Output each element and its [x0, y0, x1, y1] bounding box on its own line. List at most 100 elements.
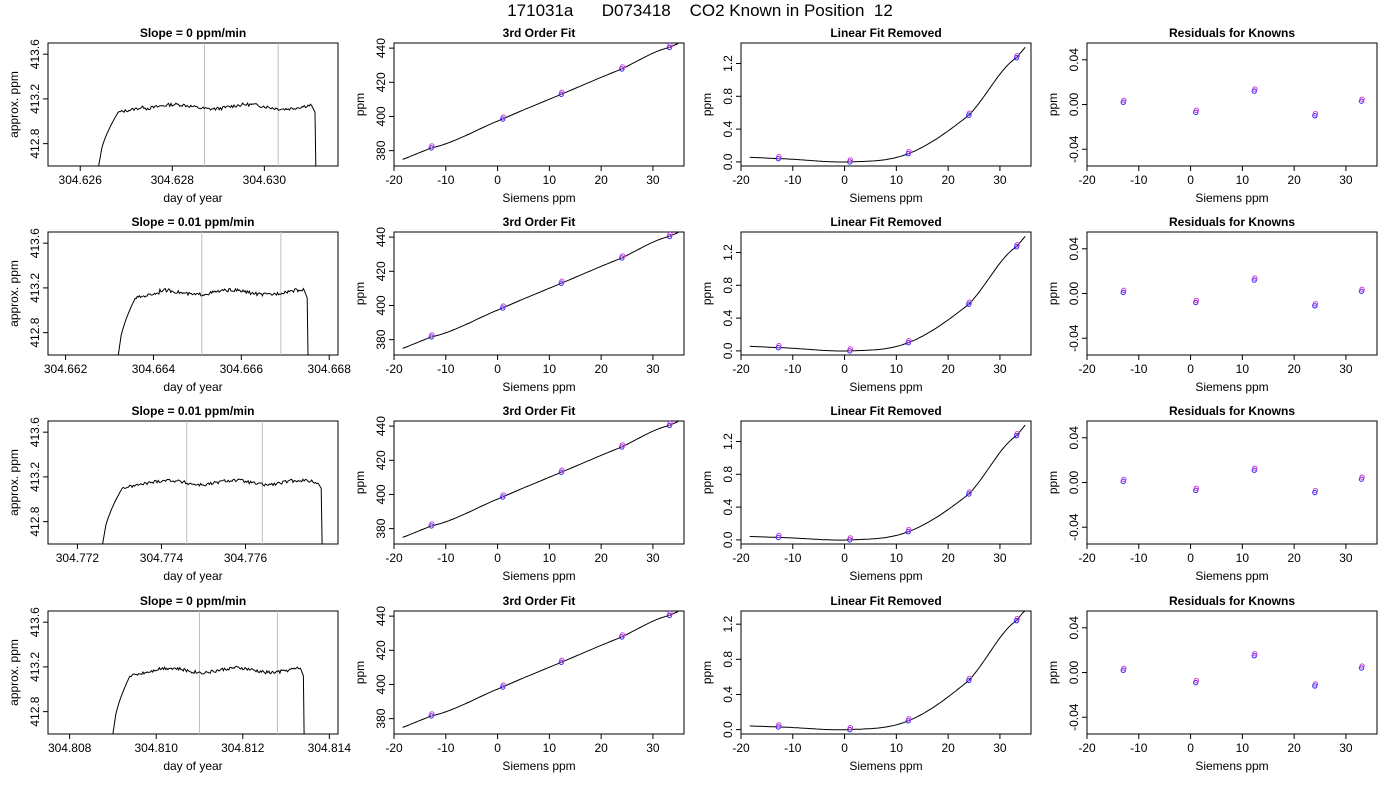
- x-tick-label: 304.774: [140, 551, 184, 565]
- x-tick-label: 30: [1339, 741, 1353, 755]
- data-point: [966, 489, 973, 495]
- data-point: [776, 153, 782, 160]
- x-axis-label: Siemens ppm: [1195, 759, 1268, 773]
- fit-curve: [402, 421, 679, 538]
- x-axis-label: Siemens ppm: [502, 759, 575, 773]
- series-trace: [102, 478, 323, 545]
- data-point: [619, 253, 626, 259]
- y-tick-label: 0.04: [1067, 616, 1081, 640]
- data-point: [847, 157, 854, 163]
- x-axis-label: Siemens ppm: [502, 191, 575, 205]
- x-tick-label: 20: [1287, 551, 1301, 565]
- x-tick-label: 30: [1339, 362, 1353, 376]
- plot-frame: [47, 420, 339, 545]
- series-trace: [117, 287, 309, 356]
- y-tick-label: 412.8: [28, 506, 42, 536]
- data-point: [619, 442, 626, 448]
- chart-panel-r3c2: 3rd Order Fit -20 -10 0 10 20 30 380 400 420 440 Si…: [353, 404, 685, 583]
- fit-curve: [749, 235, 1026, 352]
- plot-frame: [740, 231, 1032, 356]
- data-point: [1121, 476, 1127, 483]
- plot-frame: [1086, 610, 1378, 735]
- x-tick-label: 30: [1339, 551, 1353, 565]
- x-tick-label: 10: [890, 173, 904, 187]
- data-point: [1193, 677, 1200, 684]
- y-tick-label: 440: [374, 416, 388, 436]
- x-tick-label: 0: [1187, 173, 1194, 187]
- y-tick-label: 380: [374, 329, 388, 349]
- y-tick-label: 0.8: [721, 88, 735, 105]
- x-tick-label: -20: [732, 362, 750, 376]
- x-tick-label: 304.666: [220, 362, 264, 376]
- data-point: [1312, 301, 1319, 307]
- x-tick-label: 30: [646, 551, 660, 565]
- plot-frame: [1086, 420, 1378, 545]
- chart-panel-r2c1: Slope = 0.01 ppm/min 304.662 304.664 304.66…: [7, 215, 351, 394]
- y-tick-label: 420: [374, 450, 388, 470]
- x-tick-label: -10: [1130, 741, 1148, 755]
- chart-panel-r4c1: Slope = 0 ppm/min 304.808 304.810 304.812 30…: [7, 594, 351, 773]
- x-tick-label: -10: [1130, 551, 1148, 565]
- y-tick-label: 400: [374, 674, 388, 694]
- data-point: [667, 420, 673, 427]
- data-point: [906, 338, 912, 344]
- x-tick-label: 30: [646, 362, 660, 376]
- y-tick-label: 0.4: [721, 309, 735, 326]
- x-tick-label: 20: [941, 551, 955, 565]
- data-point: [1014, 242, 1020, 248]
- x-tick-label: 0: [841, 173, 848, 187]
- plot-title: Slope = 0.01 ppm/min: [131, 404, 254, 418]
- y-tick-label: 413.6: [28, 607, 42, 637]
- data-point: [1312, 110, 1319, 117]
- fit-curve: [402, 232, 679, 349]
- x-tick-label: 304.664: [132, 362, 176, 376]
- x-tick-label: 0: [841, 551, 848, 565]
- x-tick-label: 20: [1287, 362, 1301, 376]
- data-point: [429, 521, 435, 527]
- y-tick-label: 400: [374, 106, 388, 126]
- data-point: [429, 332, 435, 338]
- x-tick-label: 304.662: [44, 362, 88, 376]
- x-axis-label: Siemens ppm: [502, 380, 575, 394]
- data-point: [906, 149, 912, 155]
- x-axis-label: Siemens ppm: [1195, 380, 1268, 394]
- y-tick-label: 413.2: [28, 462, 42, 492]
- y-tick-label: 413.6: [28, 39, 42, 69]
- chart-panel-r4c4: Residuals for Knowns -20 -10 0 10 20 30 -0.04 0.…: [1046, 594, 1378, 773]
- x-tick-label: 0: [841, 362, 848, 376]
- y-tick-label: 440: [374, 606, 388, 626]
- x-tick-label: 10: [1236, 362, 1250, 376]
- plot-title: Residuals for Knowns: [1169, 594, 1295, 608]
- x-tick-label: 304.668: [308, 362, 352, 376]
- y-tick-label: 0.04: [1067, 48, 1081, 72]
- y-axis-label: approx. ppm: [7, 260, 21, 327]
- data-point: [1252, 651, 1258, 657]
- x-tick-label: 0: [841, 741, 848, 755]
- data-point: [1359, 663, 1365, 669]
- data-point: [776, 342, 782, 349]
- x-tick-label: -20: [1078, 173, 1096, 187]
- y-tick-label: 0.00: [1067, 281, 1081, 305]
- x-tick-label: -20: [732, 551, 750, 565]
- y-tick-label: 0.04: [1067, 237, 1081, 261]
- x-tick-label: 304.630: [243, 173, 287, 187]
- x-axis-label: day of year: [163, 759, 222, 773]
- y-tick-label: 0.4: [721, 120, 735, 137]
- x-tick-label: 0: [494, 362, 501, 376]
- x-tick-label: 304.628: [151, 173, 195, 187]
- y-axis-label: ppm: [700, 93, 714, 116]
- plot-frame: [1086, 231, 1378, 356]
- plot-frame: [47, 231, 339, 356]
- data-point: [1359, 474, 1365, 480]
- x-tick-label: 0: [494, 741, 501, 755]
- plot-frame: [47, 610, 339, 735]
- y-tick-label: 1.2: [721, 433, 735, 450]
- x-tick-label: -10: [437, 551, 455, 565]
- x-tick-label: 10: [890, 551, 904, 565]
- y-tick-label: -0.04: [1067, 324, 1081, 352]
- chart-panel-r1c3: Linear Fit Removed -20 -10 0 10 20 30 0.0 0.4 0.8…: [700, 26, 1032, 205]
- data-point: [500, 114, 507, 120]
- x-tick-label: 304.812: [221, 741, 265, 755]
- series-trace: [98, 101, 317, 167]
- data-point: [1252, 275, 1258, 281]
